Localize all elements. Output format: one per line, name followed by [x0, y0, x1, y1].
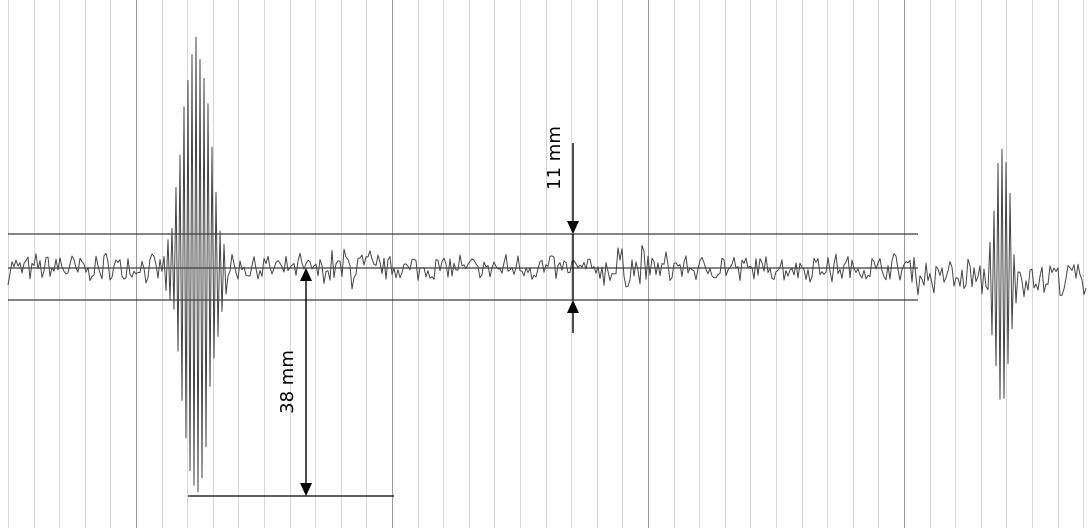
amplitude-dimension: 11 mm — [544, 126, 579, 333]
amplitude-band — [8, 233, 918, 301]
time-grid — [8, 0, 1084, 528]
offset-label: 38 mm — [277, 350, 298, 414]
amplitude-arrow-down — [567, 221, 579, 234]
amplitude-label: 11 mm — [544, 126, 565, 190]
seismic-trace — [7, 36, 1087, 493]
amplitude-arrow-up — [567, 300, 579, 313]
offset-arrow-up — [300, 268, 312, 281]
offset-dimension: 38 mm — [188, 268, 394, 497]
offset-arrow-down — [300, 483, 312, 496]
